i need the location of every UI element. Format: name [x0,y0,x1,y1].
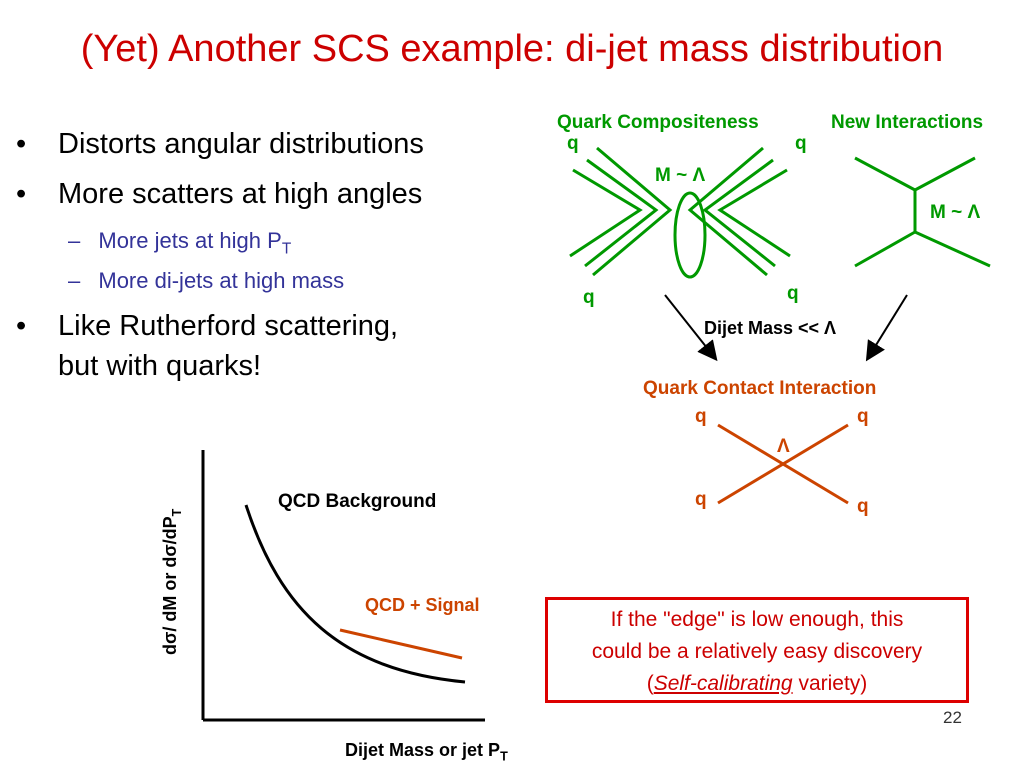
new-interactions-diagram [854,156,991,268]
mass-scale-label: M ~ Λ [930,202,981,223]
bullet-2-text: More scatters at high angles [58,178,423,210]
compositeness-diagram [569,146,791,279]
callout-box: If the "edge" is low enough, this could … [545,597,969,703]
quark-compositeness-label: Quark Compositeness [557,112,759,133]
bullet-1-text: Distorts angular distributions [58,128,424,160]
new-interactions-label: New Interactions [831,112,984,133]
sub-bullet-1-text: More jets at high P [98,228,282,253]
sub-bullet-2: – More di-jets at high mass [68,268,344,294]
bullet-3-line-1: Like Rutherford scattering, [58,310,399,342]
quark-line [702,158,776,268]
arrow-left [664,294,718,362]
qcd-background-curve [244,504,466,684]
bullet-marker: • [16,178,27,210]
callout-tail: variety) [792,672,868,695]
lambda-label: Λ [777,436,790,457]
callout-emphasis: Self-calibrating [653,672,793,695]
quark-label: q [583,287,595,308]
quark-label: q [857,496,869,517]
quark-line [687,146,768,277]
plot-axes [201,450,485,722]
contact-interaction-diagram [717,423,849,505]
quark-label: q [695,489,707,510]
quark-label: q [795,133,807,154]
x-axis-label: Dijet Mass or jet PT [345,740,508,764]
y-axis-label: dσ/ dM or dσ/dPT [160,477,184,687]
bound-state-ellipse [673,191,707,279]
quark-line [569,168,643,258]
bullet-marker: • [16,128,27,160]
bullet-3-line-2: but with quarks! [58,350,262,382]
subscript-t: T [500,749,508,764]
sub-bullet-1: – More jets at high PT [68,228,291,258]
quark-label: q [857,406,869,427]
dash-marker: – [68,228,81,253]
bullet-marker: • [16,310,27,342]
quark-line [717,168,791,258]
y-axis-label-text: dσ/ dM or dσ/dP [160,516,181,655]
callout-line-1: If the "edge" is low enough, this [610,608,904,631]
callout-paren: ( [646,672,654,695]
subscript-t: T [169,508,184,517]
quark-line [592,146,673,277]
qcd-background-label: QCD Background [278,491,437,512]
callout-line-3: (Self-calibrating variety) [548,668,966,700]
quark-label: q [787,283,799,304]
callout-line-2: could be a relatively easy discovery [591,640,923,663]
dash-marker: – [68,268,81,293]
quark-label: q [567,133,579,154]
arrow-right [865,294,908,362]
sub-bullet-2-text: More di-jets at high mass [98,268,345,293]
page-number: 22 [943,708,962,727]
slide-title: (Yet) Another SCS example: di-jet mass d… [80,28,944,70]
contact-interaction-label: Quark Contact Interaction [643,378,877,399]
mass-scale-label: M ~ Λ [655,165,706,186]
dijet-mass-label: Dijet Mass << Λ [704,318,837,338]
subscript-t: T [281,240,292,258]
quark-label: q [695,406,707,427]
x-axis-label-text: Dijet Mass or jet P [345,740,501,760]
qcd-signal-label: QCD + Signal [365,595,480,615]
quark-line [584,158,659,268]
qcd-signal-curve [339,628,463,660]
